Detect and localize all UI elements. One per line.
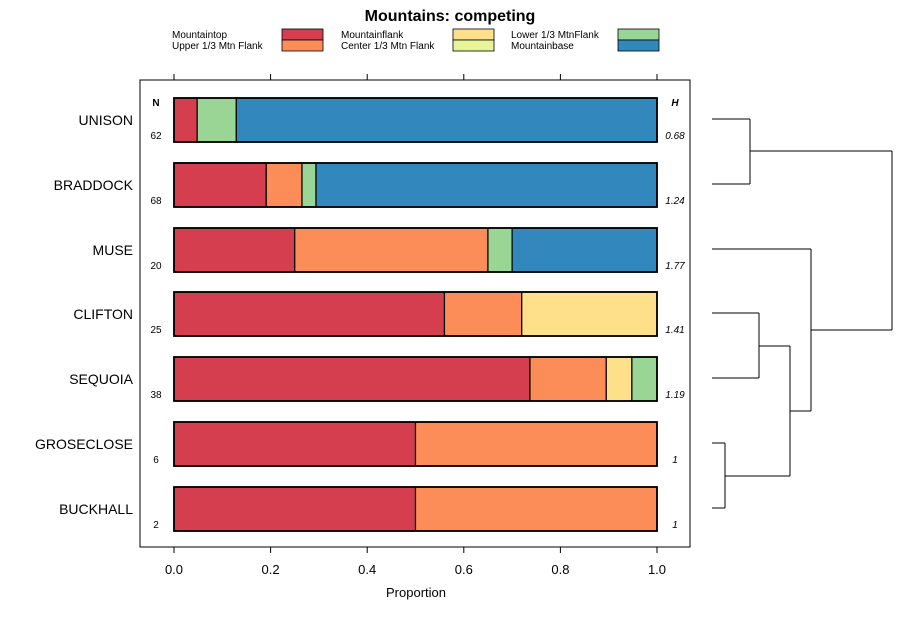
bar-segment [301,162,317,208]
n-value: 25 [150,325,162,336]
bar-segment [173,291,446,337]
n-header: N [152,98,159,109]
bar-segment [173,227,296,273]
bar-outline [173,356,658,402]
x-tick-label: 0.4 [358,562,376,577]
bar-segment [487,227,513,273]
category-label: UNISON [79,112,133,128]
x-tick-label: 0.0 [165,562,183,577]
bar-segment [294,227,489,273]
x-axis-label: Proportion [386,585,446,600]
h-value: 1 [672,520,678,531]
category-label: SEQUOIA [69,371,133,387]
bar-segment [196,97,237,143]
legend-center-1-3-mtn-flank-label: Center 1/3 Mtn Flank [341,41,435,52]
x-tick-label: 0.6 [455,562,473,577]
bar-outline [173,227,658,273]
bar-segment [605,356,633,402]
h-value: 1.24 [665,196,685,207]
n-value: 62 [150,131,162,142]
legend-mountainbase-label: Mountainbase [511,41,574,52]
category-label: MUSE [93,242,133,258]
bar-segment [173,421,417,467]
legend-lower-1-3-mtnflank-swatch [617,28,660,41]
h-header: H [671,98,679,109]
bar-segment [414,421,658,467]
x-tick-label: 0.8 [551,562,569,577]
bar-outline [173,162,658,208]
category-label: GROSECLOSE [35,436,133,452]
legend-upper-1-3-mtn-flank-swatch [281,39,324,52]
chart-title: Mountains: competing [365,8,536,25]
legend-mountainflank-label: Mountainflank [341,30,404,41]
bar-segment [173,356,531,402]
legend-mountainflank-swatch [452,28,495,41]
n-value: 2 [153,520,159,531]
bar-segment [235,97,658,143]
bar-segment [511,227,658,273]
n-value: 68 [150,196,162,207]
n-value: 20 [150,261,162,272]
legend-lower-1-3-mtnflank-label: Lower 1/3 MtnFlank [511,30,600,41]
bar-outline [173,486,658,532]
x-tick-label: 1.0 [648,562,666,577]
bar-segment [414,486,658,532]
legend-mountaintop-label: Mountaintop [172,30,227,41]
bar-segment [529,356,607,402]
n-value: 6 [153,455,159,466]
h-value: 1.19 [665,390,685,401]
bar-segment [173,162,267,208]
h-value: 1 [672,455,678,466]
bar-segment [315,162,658,208]
x-tick-label: 0.2 [262,562,280,577]
bar-outline [173,291,658,337]
bar-segment [173,486,417,532]
legend-mountaintop-swatch [281,28,324,41]
plot-frame [139,79,691,548]
h-value: 0.68 [665,131,685,142]
legend-center-1-3-mtn-flank-swatch [452,39,495,52]
category-label: CLIFTON [73,306,133,322]
bar-segment [443,291,523,337]
bar-segment [521,291,658,337]
bars [173,97,658,532]
bar-outline [173,97,658,143]
axes: 0.0 0.2 0.4 0.6 0.8 1.0 [165,74,666,577]
dendrogram [712,118,893,509]
legend-mountainbase-swatch [617,39,660,52]
bar-segment [631,356,658,402]
category-label: BRADDOCK [54,177,134,193]
n-value: 38 [150,390,162,401]
h-value: 1.41 [665,325,684,336]
bar-segment [173,97,198,143]
h-value: 1.77 [665,261,685,272]
category-label: BUCKHALL [59,501,133,517]
legend-upper-1-3-mtn-flank-label: Upper 1/3 Mtn Flank [172,41,264,52]
bar-segment [265,162,303,208]
bar-outline [173,421,658,467]
